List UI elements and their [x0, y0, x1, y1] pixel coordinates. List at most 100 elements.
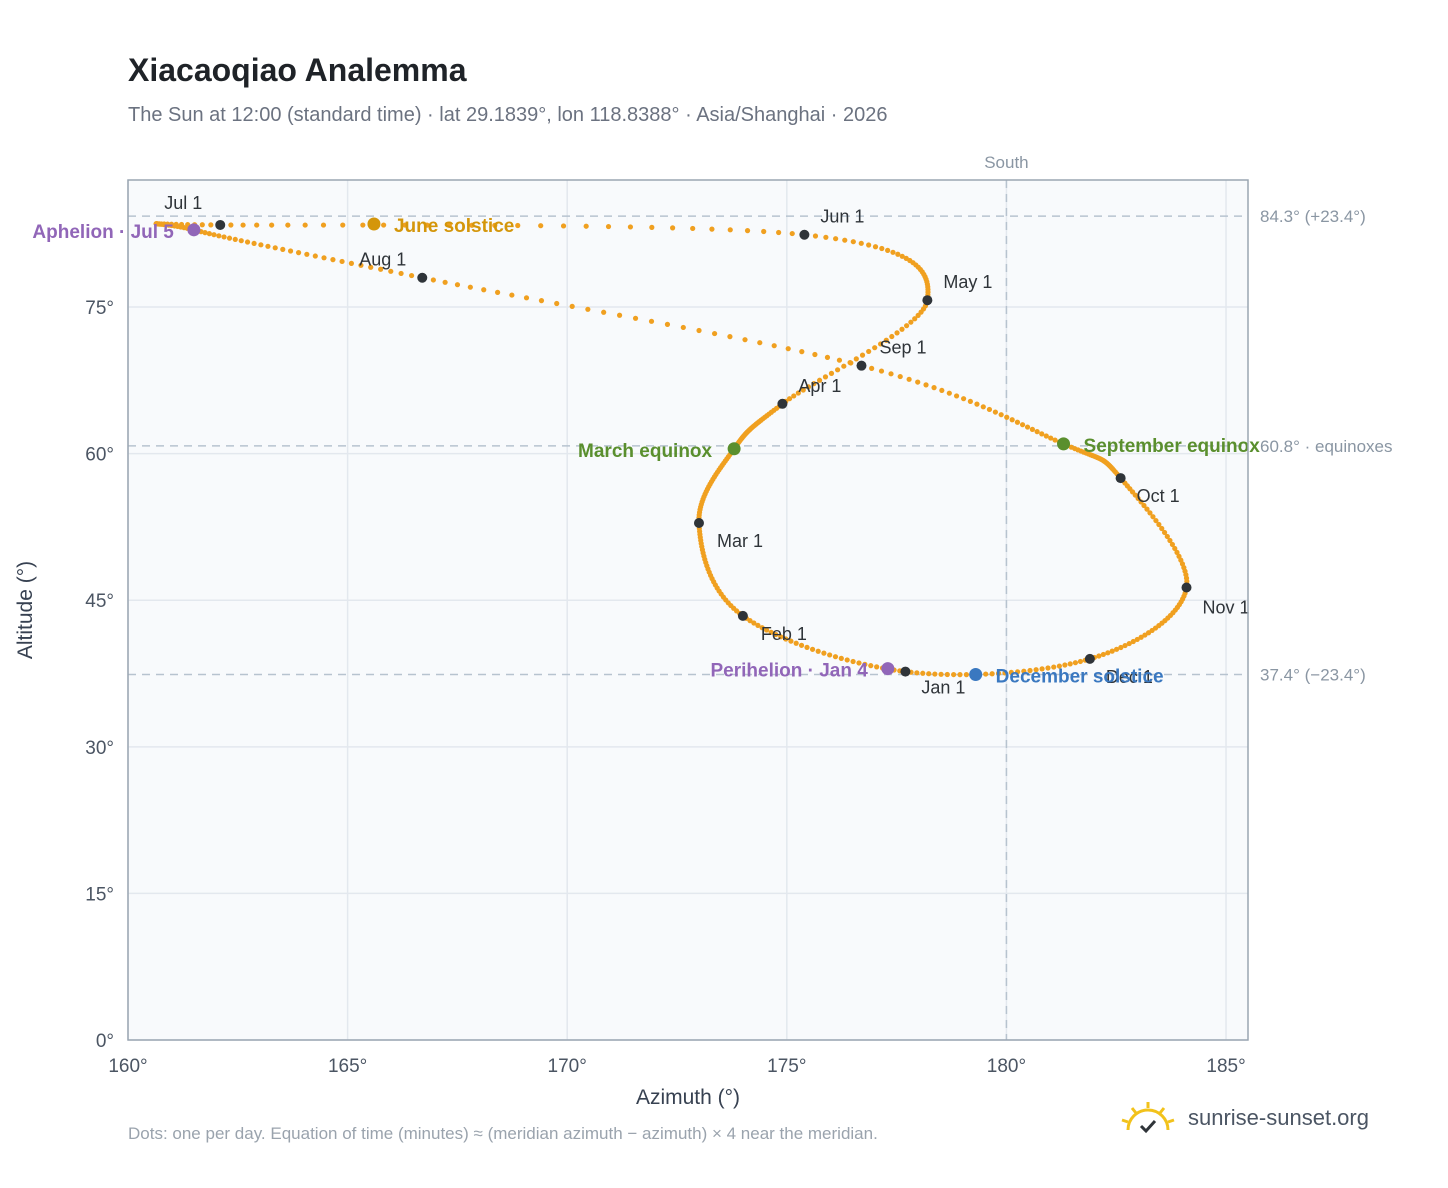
- day-dot: [912, 316, 918, 322]
- day-dot: [842, 237, 848, 243]
- day-dot: [848, 360, 854, 366]
- day-dot: [348, 260, 355, 266]
- day-dot: [824, 354, 831, 360]
- day-dot: [1122, 642, 1128, 649]
- month-marker: [856, 360, 867, 371]
- day-dot: [258, 242, 264, 248]
- x-tick-label: 175°: [767, 1056, 806, 1077]
- day-dot: [208, 222, 214, 228]
- day-dot: [1008, 669, 1014, 676]
- day-dot: [408, 272, 415, 279]
- day-dot: [778, 634, 784, 640]
- day-dot: [287, 248, 294, 254]
- day-dot: [1126, 640, 1132, 647]
- day-dot: [850, 239, 856, 245]
- month-marker: [922, 295, 933, 306]
- chart-subtitle: The Sun at 12:00 (standard time) · lat 2…: [128, 104, 888, 126]
- day-dot: [285, 222, 291, 228]
- day-dot: [1014, 419, 1021, 425]
- day-dot: [244, 239, 251, 245]
- month-label: Jul 1: [164, 193, 202, 213]
- day-dot: [632, 315, 639, 321]
- month-label: Oct 1: [1137, 486, 1180, 506]
- day-dot: [914, 670, 920, 676]
- day-dot: [569, 303, 575, 309]
- day-dot: [963, 672, 969, 678]
- month-marker: [777, 398, 788, 409]
- month-marker: [215, 219, 226, 230]
- day-dot: [1138, 634, 1144, 640]
- day-dot: [1156, 521, 1162, 528]
- day-dot: [295, 250, 302, 256]
- day-dot: [879, 245, 885, 252]
- day-dot: [1134, 636, 1140, 643]
- month-label: Jan 1: [921, 678, 965, 698]
- day-dot: [998, 412, 1004, 418]
- day-dot: [211, 232, 217, 238]
- day-dot: [1039, 431, 1045, 437]
- brand[interactable]: sunrise-sunset.org: [1120, 1100, 1369, 1136]
- day-dot: [649, 224, 655, 230]
- day-dot: [939, 387, 945, 394]
- day-dot: [874, 664, 880, 670]
- day-dot: [1174, 549, 1180, 555]
- day-dot: [601, 309, 607, 315]
- day-dot: [904, 323, 910, 329]
- day-dot: [1048, 435, 1054, 441]
- day-dot: [664, 321, 671, 327]
- day-dot: [709, 226, 715, 232]
- event-marker: [187, 223, 201, 237]
- reference-line-label: 84.3° (+23.4°): [1260, 207, 1366, 226]
- day-dot: [1045, 665, 1051, 671]
- day-dot: [509, 292, 515, 298]
- day-dot: [302, 222, 308, 228]
- day-dot: [1169, 541, 1176, 548]
- day-dot: [1062, 662, 1068, 668]
- reference-line-label: 37.4° (−23.4°): [1260, 666, 1366, 685]
- day-dot: [908, 319, 914, 325]
- day-dot: [853, 356, 859, 362]
- day-dot: [1033, 667, 1039, 673]
- day-dot: [304, 251, 310, 257]
- day-dot: [1147, 510, 1153, 516]
- day-dot: [776, 229, 782, 236]
- day-dot: [1164, 533, 1170, 540]
- day-dot: [696, 327, 702, 334]
- day-dot: [680, 324, 686, 331]
- day-dot: [515, 222, 521, 229]
- day-dot: [398, 270, 404, 277]
- day-dot: [1077, 658, 1084, 665]
- month-marker: [693, 518, 704, 529]
- day-dot: [467, 284, 473, 290]
- day-dot: [1096, 653, 1102, 659]
- y-axis-label: Altitude (°): [14, 561, 37, 659]
- event-label: September equinox: [1084, 436, 1261, 457]
- day-dot: [932, 671, 938, 677]
- y-tick-label: 30°: [85, 738, 114, 759]
- day-dot: [805, 384, 812, 390]
- day-dot: [838, 655, 844, 661]
- day-dot: [381, 222, 387, 228]
- event-label: December solstice: [996, 667, 1164, 688]
- event-label: Aphelion · Jul 5: [32, 222, 174, 243]
- day-dot: [1113, 646, 1120, 652]
- day-dot: [469, 222, 475, 228]
- day-dot: [938, 671, 944, 677]
- event-marker: [727, 442, 741, 456]
- day-dot: [240, 222, 246, 228]
- day-dot: [821, 650, 827, 656]
- day-dot: [1051, 664, 1057, 670]
- day-dot: [538, 298, 545, 304]
- day-dot: [923, 382, 929, 388]
- day-dot: [768, 629, 774, 635]
- day-dot: [895, 251, 901, 257]
- day-dot: [866, 242, 872, 248]
- day-dot: [951, 671, 957, 678]
- event-marker: [881, 662, 895, 676]
- y-tick-label: 60°: [85, 445, 114, 466]
- day-dot: [1043, 433, 1049, 439]
- day-dot: [800, 387, 806, 393]
- month-marker: [799, 229, 810, 240]
- day-dot: [424, 222, 430, 228]
- labeled-points: Jan 1 Feb 1 Mar 1 Apr 1 May 1 Jun 1 Jul 1 Aug 1…: [32, 193, 1260, 698]
